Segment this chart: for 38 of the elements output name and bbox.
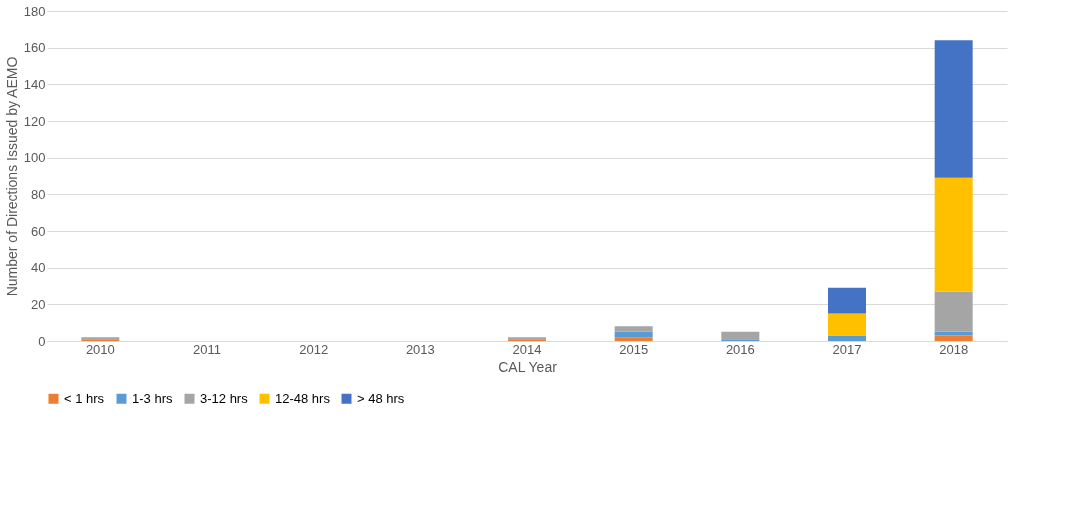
x-tick-label: 2017 (832, 341, 862, 357)
bar (934, 177, 973, 292)
x-tick-label: 2012 (299, 341, 329, 357)
bar (828, 335, 866, 341)
y-axis-title: Number of Directions Issued by AEMO (3, 56, 20, 297)
legend-label: 1-3 hrs (132, 390, 173, 406)
bar (934, 40, 973, 178)
bar (614, 331, 653, 338)
y-tick-label: 40 (31, 260, 46, 276)
x-tick-label: 2013 (405, 341, 435, 357)
y-tick-label: 160 (23, 40, 46, 56)
y-tick-label: 80 (31, 186, 46, 202)
bar (828, 287, 866, 314)
x-axis-title: CAL Year (498, 358, 558, 375)
bar (934, 331, 973, 336)
y-tick-label: 0 (38, 333, 46, 349)
x-tick-label: 2011 (193, 341, 221, 357)
bar (614, 326, 653, 332)
bar (828, 313, 866, 336)
bar (934, 291, 973, 332)
legend-label: 3-12 hrs (200, 390, 249, 406)
y-tick-label: 60 (31, 223, 46, 239)
bar (614, 337, 653, 341)
x-tick-label: 2016 (725, 341, 755, 357)
bar (721, 331, 760, 340)
y-tick-label: 100 (23, 150, 46, 166)
legend-label: < 1 hrs (64, 390, 105, 406)
x-tick-label: 2010 (85, 341, 115, 357)
legend-label: 12-48 hrs (275, 390, 331, 406)
legend-label: > 48 hrs (357, 390, 405, 406)
y-tick-label: 180 (23, 3, 46, 19)
x-tick-label: 2018 (939, 341, 969, 357)
y-tick-label: 140 (23, 76, 46, 92)
bar (934, 335, 973, 341)
y-tick-label: 120 (23, 113, 46, 129)
y-tick-label: 20 (31, 296, 46, 312)
x-tick-label: 2014 (512, 341, 542, 357)
x-tick-label: 2015 (619, 341, 649, 357)
